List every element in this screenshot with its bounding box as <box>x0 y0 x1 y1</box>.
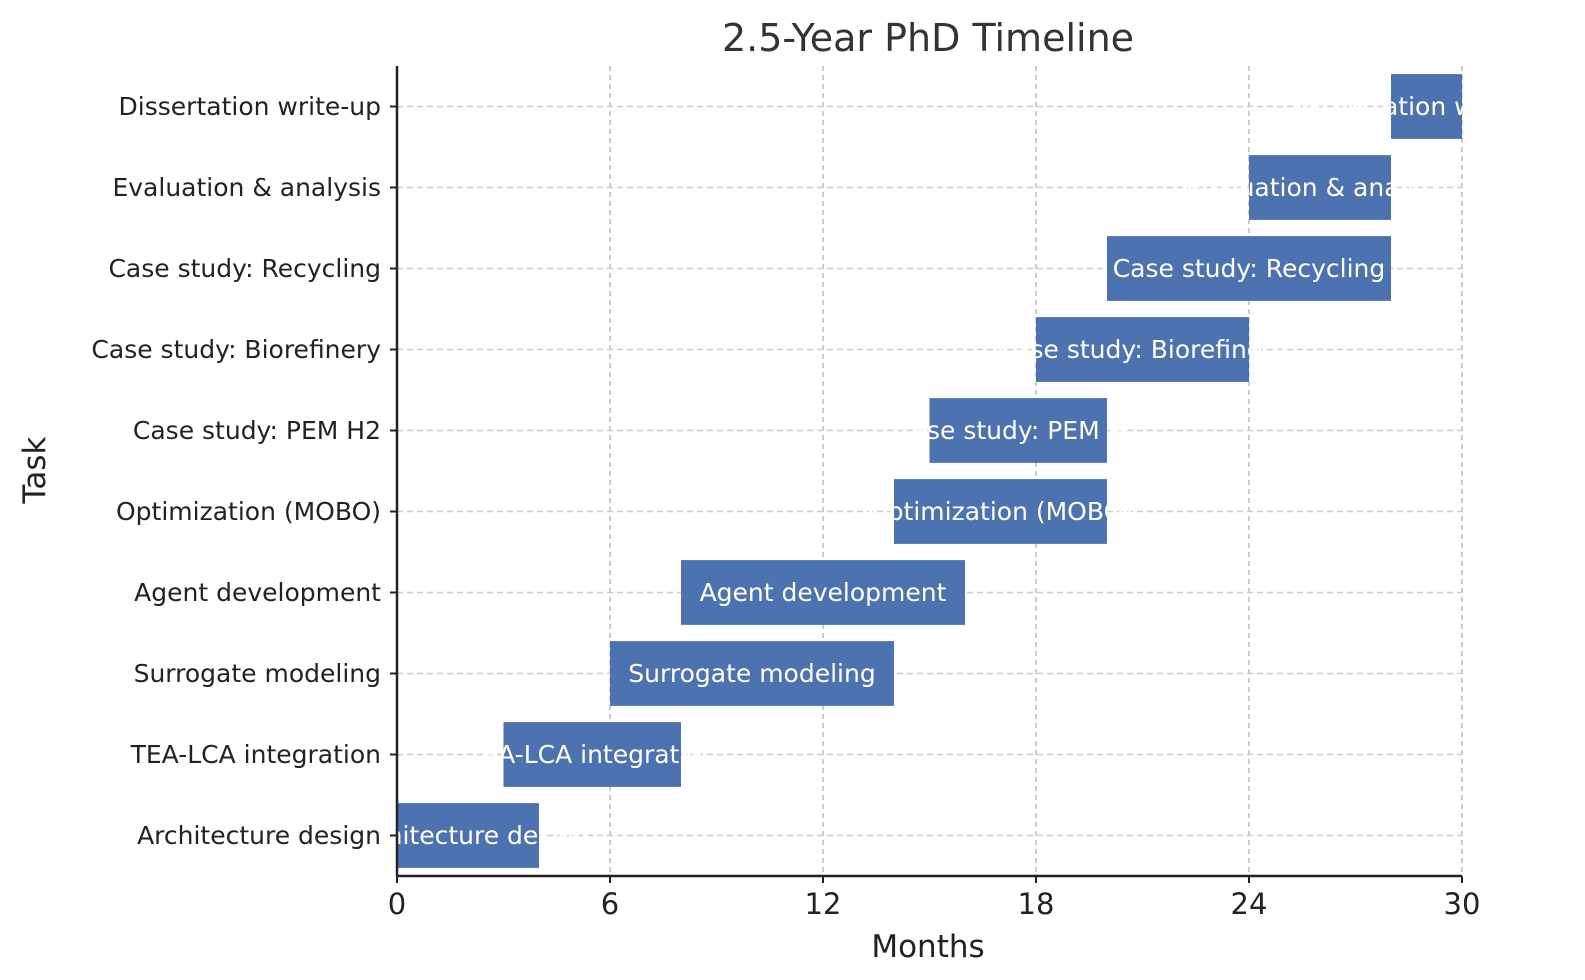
bar-label: Surrogate modeling <box>628 659 875 688</box>
bar-labels: Architecture design TEA-LCA integration Su… <box>346 92 1557 850</box>
gantt-bar <box>1036 317 1249 382</box>
gantt-bar <box>1391 74 1462 139</box>
x-tick-label: 12 <box>805 887 842 921</box>
bar-label: Evaluation & analysis <box>1186 173 1455 202</box>
bar-label: Architecture design <box>346 821 590 850</box>
bar-label: Case study: Recycling <box>1113 254 1386 283</box>
x-tick-label: 0 <box>388 887 406 921</box>
gantt-bar <box>1249 155 1391 220</box>
bar-label: Optimization (MOBO) <box>868 497 1133 526</box>
gantt-bar <box>929 398 1107 463</box>
x-tick-label: 30 <box>1444 887 1481 921</box>
bar-label: TEA-LCA integration <box>466 740 717 769</box>
y-tick-label: Agent development <box>134 578 381 607</box>
y-tick-label: Case study: Biorefinery <box>91 335 381 364</box>
gantt-bar <box>397 803 539 868</box>
y-tick-label: Dissertation write-up <box>119 92 381 121</box>
y-tick-label: Optimization (MOBO) <box>116 497 381 526</box>
x-tick-label: 24 <box>1231 887 1268 921</box>
x-tick-label: 6 <box>601 887 619 921</box>
gantt-bar <box>681 560 965 625</box>
x-tick-label: 18 <box>1018 887 1055 921</box>
gantt-bar <box>503 722 681 787</box>
gantt-bar <box>1107 236 1391 301</box>
bar-label: Agent development <box>700 578 947 607</box>
gantt-bar <box>610 641 894 706</box>
bars <box>397 74 1462 868</box>
bar-label: Case study: Biorefinery <box>998 335 1288 364</box>
chart-title: 2.5-Year PhD Timeline <box>722 16 1134 60</box>
y-tick-label: Surrogate modeling <box>134 659 381 688</box>
y-tick-label: Architecture design <box>137 821 381 850</box>
y-tick-label: Case study: Recycling <box>108 254 381 283</box>
x-axis-ticks: 0 6 12 18 24 30 <box>388 876 1481 921</box>
x-axis-label: Months <box>871 929 984 965</box>
y-tick-label: TEA-LCA integration <box>130 740 381 769</box>
y-axis-ticks: Architecture design TEA-LCA integration Su… <box>91 92 397 850</box>
gantt-bar <box>894 479 1107 544</box>
y-tick-label: Evaluation & analysis <box>112 173 381 202</box>
axes <box>395 66 1462 878</box>
y-tick-label: Case study: PEM H2 <box>133 416 381 445</box>
y-axis-label: Task <box>17 437 53 505</box>
bar-label: Dissertation write-up <box>1295 92 1557 121</box>
bar-label: Case study: PEM H2 <box>894 416 1142 445</box>
